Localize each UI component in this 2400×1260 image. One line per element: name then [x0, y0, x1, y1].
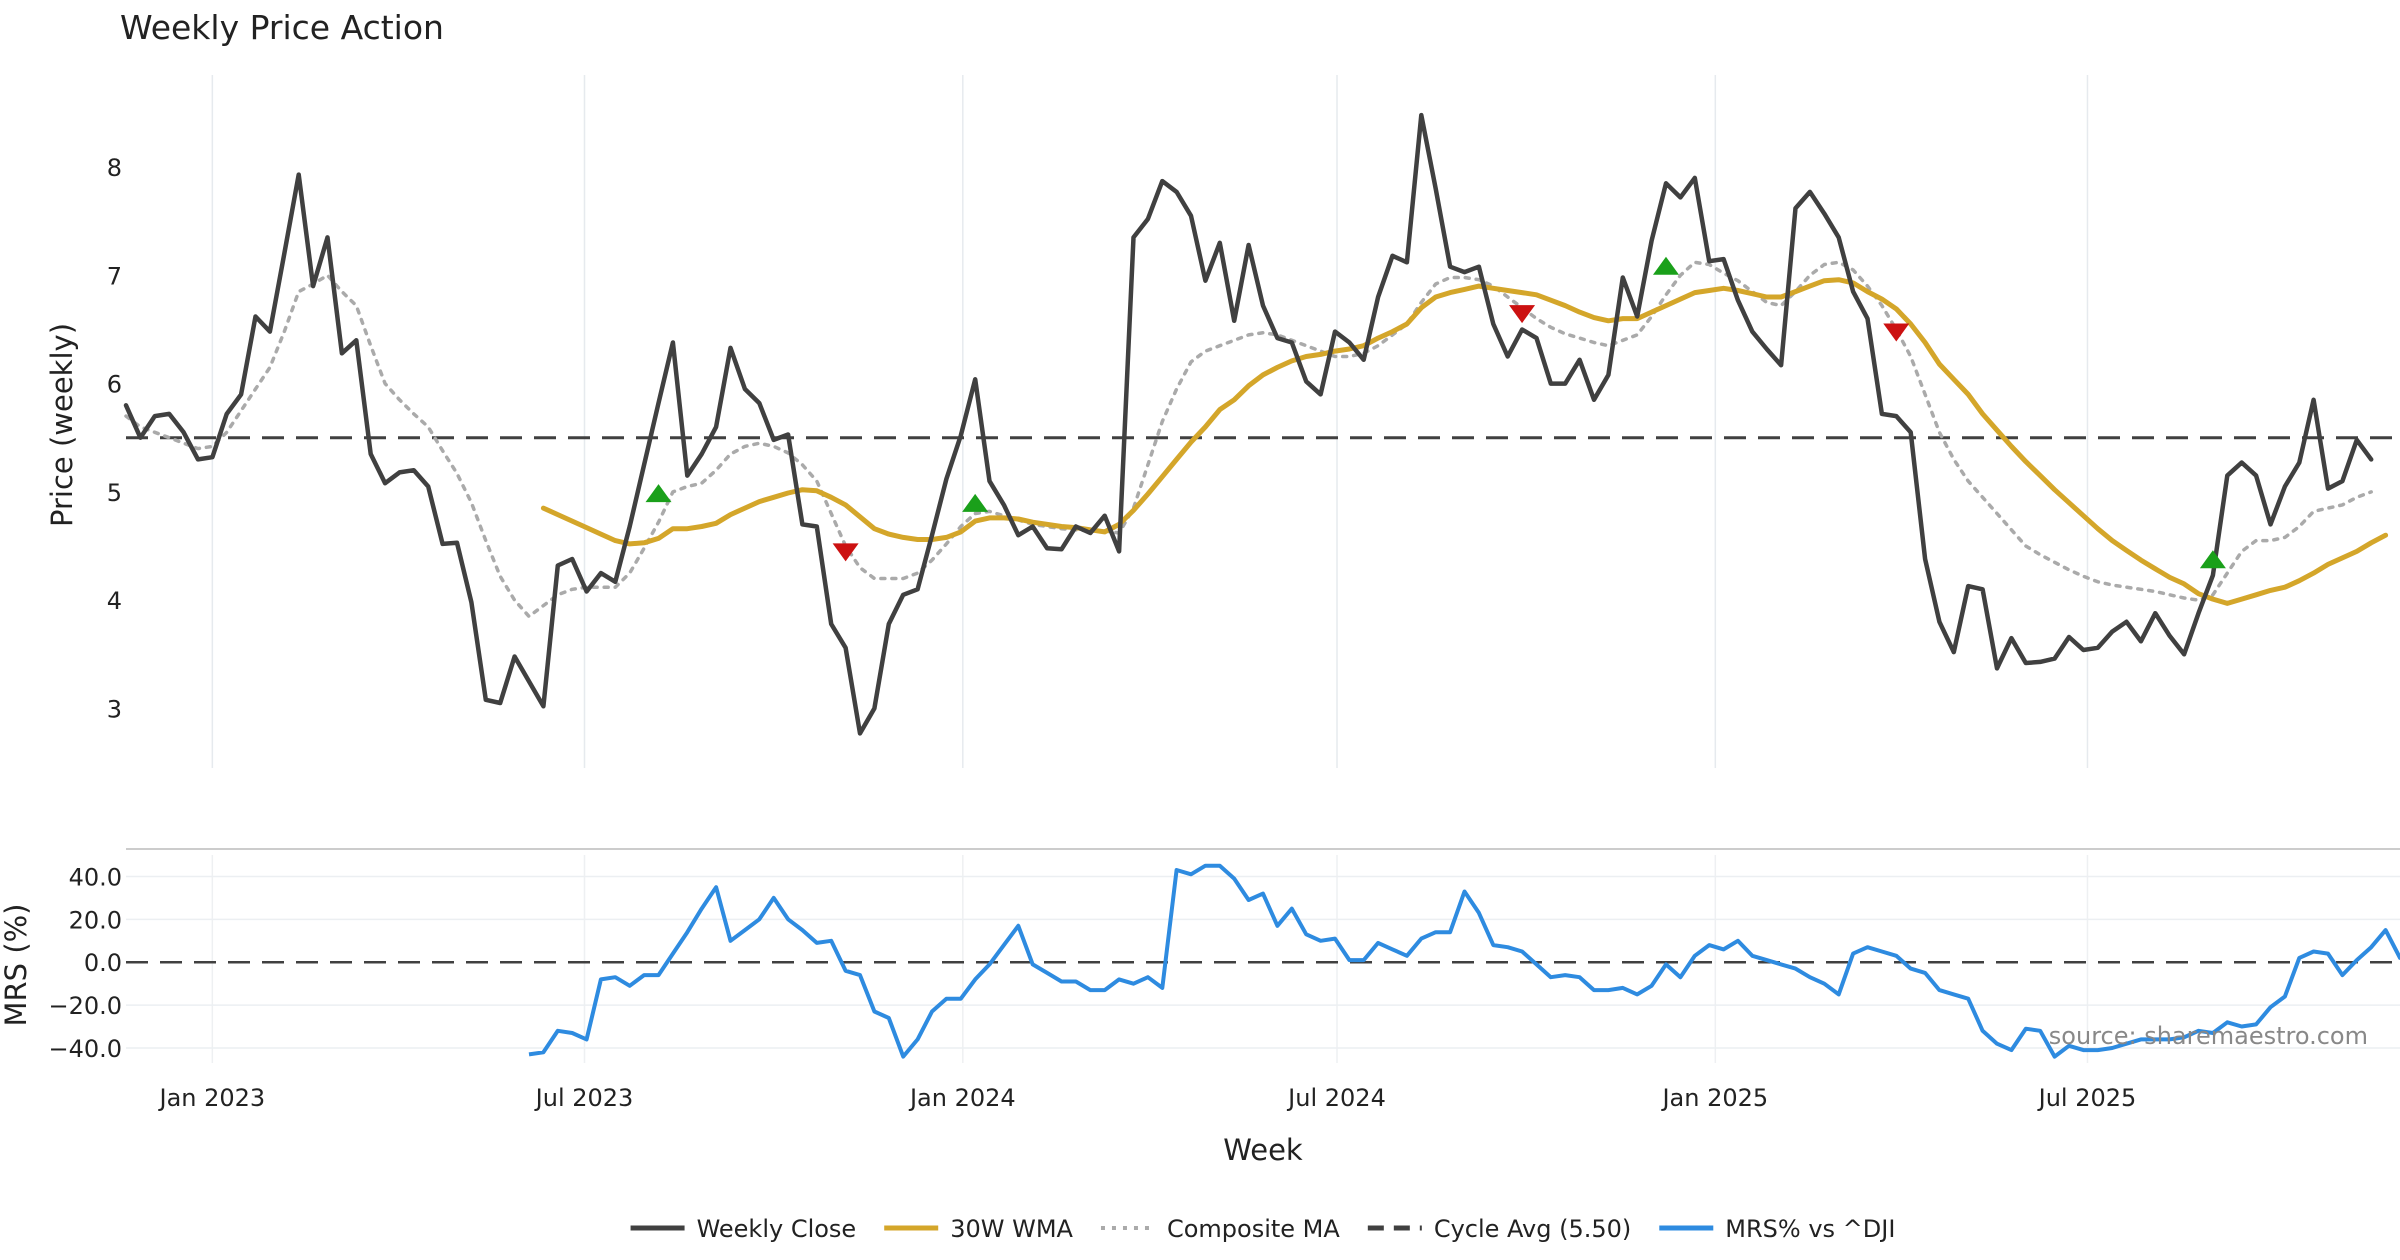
sell-signal-marker — [832, 543, 859, 562]
price-y-tick-label: 4 — [107, 587, 122, 615]
mrs-series-group — [528, 863, 2400, 1059]
main-grid — [211, 75, 2089, 768]
mrs-y-tick-label: 20.0 — [69, 906, 122, 934]
x-ticks: Jan 2023 Jul 2023 Jan 2024 Jul 2024 Jan 2025… — [158, 1084, 2137, 1112]
x-axis-label: Week — [1223, 1133, 1303, 1167]
sell-signal-marker — [1883, 323, 1910, 342]
mrs-y-tick-label: 0.0 — [84, 949, 122, 977]
mrs-y-ticks: 40.0 20.0 0.0 −20.0 −40.0 — [48, 863, 122, 1063]
x-tick-label: Jul 2023 — [534, 1084, 634, 1112]
price-y-tick-label: 5 — [107, 479, 122, 507]
main-series-group — [123, 112, 2389, 736]
mrs-line — [528, 863, 2400, 1059]
legend: Weekly Close 30W WMA Composite MA Cycle Avg… — [630, 1215, 1895, 1243]
buy-signal-marker — [645, 484, 672, 503]
x-tick-label: Jan 2024 — [908, 1084, 1016, 1112]
buy-signal-marker — [2199, 550, 2226, 569]
legend-label: 30W WMA — [950, 1215, 1073, 1243]
buy-signal-marker — [962, 493, 989, 512]
legend-label: Cycle Avg (5.50) — [1434, 1215, 1631, 1243]
x-tick-label: Jul 2025 — [2037, 1084, 2137, 1112]
chart-title: Weekly Price Action — [120, 8, 444, 47]
sell-signal-marker — [1509, 305, 1536, 324]
price-y-tick-label: 7 — [107, 262, 122, 290]
wma-30w-line — [540, 277, 2389, 606]
mrs-y-tick-label: −40.0 — [48, 1035, 122, 1063]
legend-label: MRS% vs ^DJI — [1725, 1215, 1895, 1243]
legend-label: Weekly Close — [697, 1215, 857, 1243]
price-y-tick-label: 3 — [107, 695, 122, 723]
price-y-axis-label: Price (weekly) — [45, 323, 79, 527]
source-note: source: sharemaestro.com — [2049, 1022, 2368, 1050]
legend-label: Composite MA — [1167, 1215, 1340, 1243]
signal-markers — [645, 256, 2226, 569]
mrs-y-tick-label: 40.0 — [69, 863, 122, 891]
mrs-grid — [126, 855, 2400, 1063]
buy-signal-marker — [1652, 256, 1679, 275]
mrs-y-axis-label: MRS (%) — [0, 904, 33, 1027]
price-y-tick-label: 8 — [107, 154, 122, 182]
x-tick-label: Jan 2023 — [158, 1084, 266, 1112]
x-tick-label: Jan 2025 — [1660, 1084, 1768, 1112]
weekly-close-line — [123, 112, 2374, 736]
x-tick-label: Jul 2024 — [1286, 1084, 1386, 1112]
composite-ma-line — [124, 260, 2373, 619]
price-y-tick-label: 6 — [107, 371, 122, 399]
mrs-y-tick-label: −20.0 — [48, 992, 122, 1020]
main-y-ticks: 3 4 5 6 7 8 — [107, 154, 122, 723]
